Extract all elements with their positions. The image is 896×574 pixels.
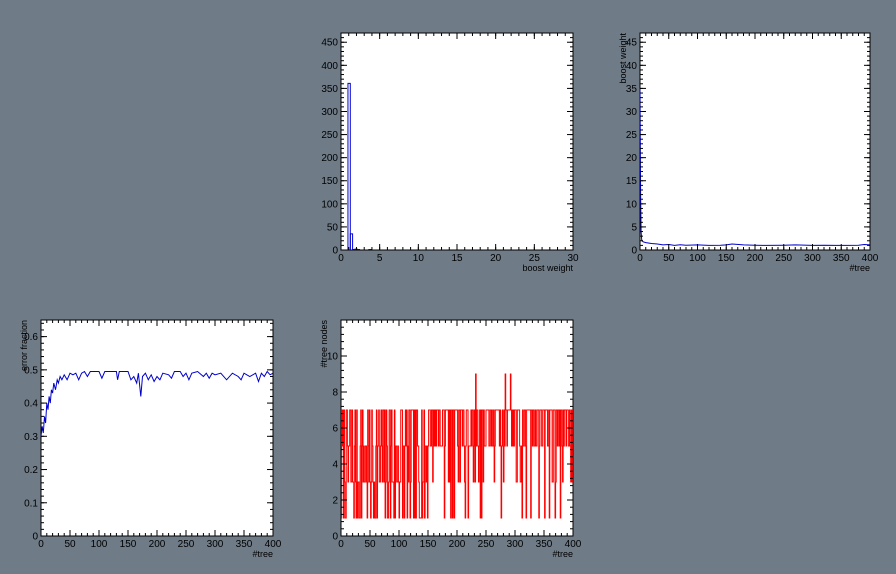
y-tick-label: 0 [631, 246, 637, 257]
x-tick-label: 50 [364, 539, 376, 550]
x-tick-label: 100 [391, 539, 408, 550]
y-tick-label: 2 [332, 496, 338, 507]
y-tick-label: 40 [626, 61, 638, 72]
x-tick-label: 300 [207, 539, 224, 550]
y-tick-label: 30 [626, 107, 638, 118]
x-axis-title: #tree [252, 549, 273, 559]
x-tick-label: 50 [64, 539, 76, 550]
x-tick-label: 300 [804, 253, 821, 264]
panel-error-fraction-vs-tree: 0 50 100 150 200 250 300 350 400 0 0.1 0.2 0.3 0.4 0.5… [19, 319, 282, 559]
x-tick-label: 30 [567, 253, 579, 264]
y-tick-label: 450 [321, 38, 338, 49]
y-tick-label: 45 [626, 38, 638, 49]
series-line [639, 88, 871, 246]
panel-tree-nodes-vs-tree: 0 50 100 150 200 250 300 350 400 0 2 4 6 8 10 #tree #tre… [319, 319, 582, 559]
x-tick-label: 200 [747, 253, 764, 264]
x-tick-label: 50 [663, 253, 675, 264]
x-tick-label: 150 [420, 539, 437, 550]
x-tick-label: 5 [377, 253, 383, 264]
x-tick-label: 250 [478, 539, 495, 550]
y-tick-label: 0 [32, 532, 38, 543]
x-tick-label: 15 [451, 253, 463, 264]
y-tick-label: 15 [626, 176, 638, 187]
x-tick-label: 300 [507, 539, 524, 550]
y-tick-label: 0.2 [24, 465, 38, 476]
y-tick-label: 20 [626, 153, 638, 164]
x-tick-label: 0 [338, 539, 344, 550]
y-tick-label: 50 [327, 222, 339, 233]
x-tick-label: 100 [689, 253, 706, 264]
x-tick-label: 0 [38, 539, 44, 550]
y-tick-label: 0.1 [24, 498, 38, 509]
x-tick-label: 200 [149, 539, 166, 550]
y-tick-label: 6 [332, 424, 338, 435]
y-tick-label: 400 [321, 61, 338, 72]
y-tick-label: 0 [332, 246, 338, 257]
x-tick-label: 400 [862, 253, 879, 264]
y-tick-label: 10 [327, 352, 339, 363]
x-axis-title: boost weight [522, 263, 573, 273]
series-line [40, 370, 274, 437]
y-tick-label: 5 [631, 222, 637, 233]
y-axis-title: boost weight [618, 33, 628, 84]
x-tick-label: 20 [490, 253, 502, 264]
series-line [341, 373, 573, 519]
y-tick-label: 150 [321, 176, 338, 187]
y-tick-label: 35 [626, 84, 638, 95]
plot-frame [340, 32, 574, 251]
y-tick-label: 4 [332, 460, 338, 471]
y-tick-label: 100 [321, 199, 338, 210]
y-tick-label: 10 [626, 199, 638, 210]
plot-frame [40, 319, 274, 537]
panel-boost-weight-vs-tree: 0 50 100 150 200 250 300 350 400 0 5 10 15 20 25 30 35 40… [618, 32, 879, 273]
y-tick-label: 250 [321, 130, 338, 141]
y-tick-label: 0 [332, 532, 338, 543]
y-tick-label: 25 [626, 130, 638, 141]
y-tick-label: 8 [332, 388, 338, 399]
y-tick-label: 350 [321, 84, 338, 95]
x-tick-label: 150 [718, 253, 735, 264]
histogram-bin-0 [347, 82, 351, 250]
y-axis-title: error fraction [19, 320, 29, 371]
x-axis-title: #tree [552, 549, 573, 559]
x-tick-label: 400 [565, 539, 582, 550]
x-tick-label: 10 [413, 253, 425, 264]
y-axis-title: #tree nodes [319, 320, 329, 368]
x-tick-label: 0 [338, 253, 344, 264]
x-tick-label: 400 [265, 539, 282, 550]
x-tick-label: 0 [637, 253, 643, 264]
y-tick-label: 200 [321, 153, 338, 164]
x-tick-label: 350 [236, 539, 253, 550]
plot-frame [639, 32, 871, 251]
y-tick-label: 0.3 [24, 432, 38, 443]
x-tick-label: 250 [775, 253, 792, 264]
y-tick-label: 300 [321, 107, 338, 118]
x-tick-label: 350 [536, 539, 553, 550]
x-tick-label: 150 [120, 539, 137, 550]
x-tick-label: 25 [529, 253, 541, 264]
x-tick-label: 100 [91, 539, 108, 550]
x-tick-label: 250 [178, 539, 195, 550]
y-tick-label: 0.4 [24, 399, 38, 410]
panel-boost-weight-histogram: 0 5 10 15 20 25 30050100150200250300350400450b… [321, 32, 579, 273]
x-axis-title: #tree [849, 263, 870, 273]
x-tick-label: 350 [833, 253, 850, 264]
histogram-bin-1 [349, 233, 354, 250]
y-tick-label: 0.6 [24, 332, 38, 343]
x-tick-label: 200 [449, 539, 466, 550]
y-tick-label: 0.5 [24, 365, 38, 376]
